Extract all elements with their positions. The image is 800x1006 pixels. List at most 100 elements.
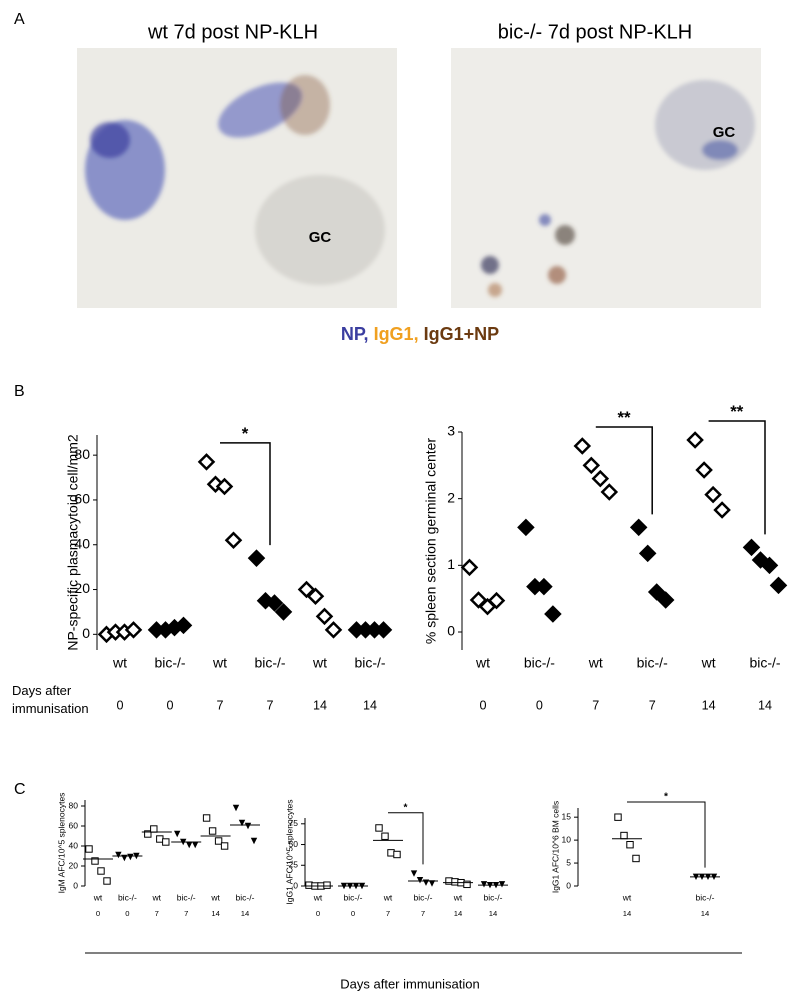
data-point [463,880,471,889]
significance-bracket [220,442,271,546]
stain-legend: NP, IgG1, IgG1+NP [341,324,499,344]
y-tick-label: 3 [447,423,455,439]
y-tick-label: 2 [447,489,455,505]
y-tick-label: 50 [289,839,299,849]
data-point [445,877,453,885]
data-point [324,621,343,639]
day-label: 7 [216,698,223,712]
legend-np: NP, [341,324,369,344]
y-tick-label: 5 [566,857,571,867]
y-tick-label: 60 [69,820,79,830]
x-tick-label: bic-/- [154,655,185,671]
x-tick-label: wt [210,892,220,902]
micrograph: GC [77,48,397,308]
x-tick-label: bic-/- [354,655,385,671]
data-point [156,835,164,843]
day-label: 14 [454,909,463,918]
day-label: 14 [702,698,716,712]
data-point [713,501,731,519]
data-point [638,544,657,563]
data-point [487,591,506,610]
x-tick-label: wt [312,655,327,671]
data-point [97,867,105,875]
data-point [150,825,158,833]
data-point [686,431,704,449]
significance-label: * [404,802,408,813]
x-tick-label: bic-/- [344,892,363,902]
data-point [387,849,395,857]
day-label: 14 [701,909,710,918]
significance-label: ** [617,408,631,427]
significance-bracket [595,426,653,515]
significance-label: * [664,792,668,803]
significance-bracket [388,812,424,865]
data-point [174,830,181,838]
data-point [620,831,628,840]
panel-label: C [14,781,26,798]
stain [85,75,385,285]
day-label: 0 [316,909,320,918]
data-point [760,556,779,575]
x-tick-label: wt [701,655,716,671]
data-point [115,851,122,859]
image-title: bic-/- 7d post NP-KLH [498,21,693,43]
y-tick-label: 15 [562,811,572,821]
x-tick-label: wt [622,892,632,902]
x-tick-label: bic-/- [414,892,433,902]
data-point [591,469,610,488]
y-tick-label: 20 [69,860,79,870]
data-point [410,870,418,877]
x-tick-label: wt [212,655,227,671]
image-title: wt 7d post NP-KLH [147,21,318,43]
day-label: 0 [96,909,100,918]
data-point [704,485,722,504]
panel-label: A [14,11,25,28]
data-point [192,841,199,849]
data-point [214,837,223,845]
x-tick-label: wt [152,892,162,902]
day-label: 14 [211,909,220,918]
x-tick-label: wt [383,892,393,902]
data-point [498,881,506,888]
x-tick-label: bic-/- [484,892,503,902]
data-point [582,456,601,475]
day-label: 0 [351,909,355,918]
days-label: Days after immunisation [12,683,89,716]
y-tick-label: 40 [69,840,79,850]
data-point [306,587,325,606]
data-point [517,518,535,537]
day-label: 7 [155,909,159,918]
data-point [250,837,258,845]
data-point [428,880,436,887]
data-point [632,854,640,863]
gc-label: GC [713,124,736,141]
data-point [422,879,430,886]
data-point [416,876,424,884]
x-tick-label: bic-/- [118,892,137,902]
data-point [656,591,675,609]
significance-bracket [627,801,706,868]
data-point [626,841,634,849]
data-point [544,605,562,623]
y-tick-label: 80 [69,800,79,810]
y-tick-label: 20 [74,580,90,596]
x-tick-label: bic-/- [749,655,780,671]
data-point [220,842,229,850]
data-point [215,477,234,496]
y-axis-label: IgG1 AFC/10^5 splenocytes [284,799,294,904]
y-tick-label: 0 [73,880,78,890]
stain [481,80,755,297]
data-point [614,813,622,821]
data-point [647,583,666,601]
day-label: 0 [125,909,129,918]
panel-label: B [14,383,25,400]
data-point [202,814,211,822]
data-point [208,827,217,835]
gc-label: GC [309,229,332,246]
x-tick-label: wt [588,655,603,671]
day-label: 14 [623,909,632,918]
data-point [695,461,713,479]
data-point [127,853,134,861]
legend-igg1-np: IgG1+NP [424,324,500,344]
